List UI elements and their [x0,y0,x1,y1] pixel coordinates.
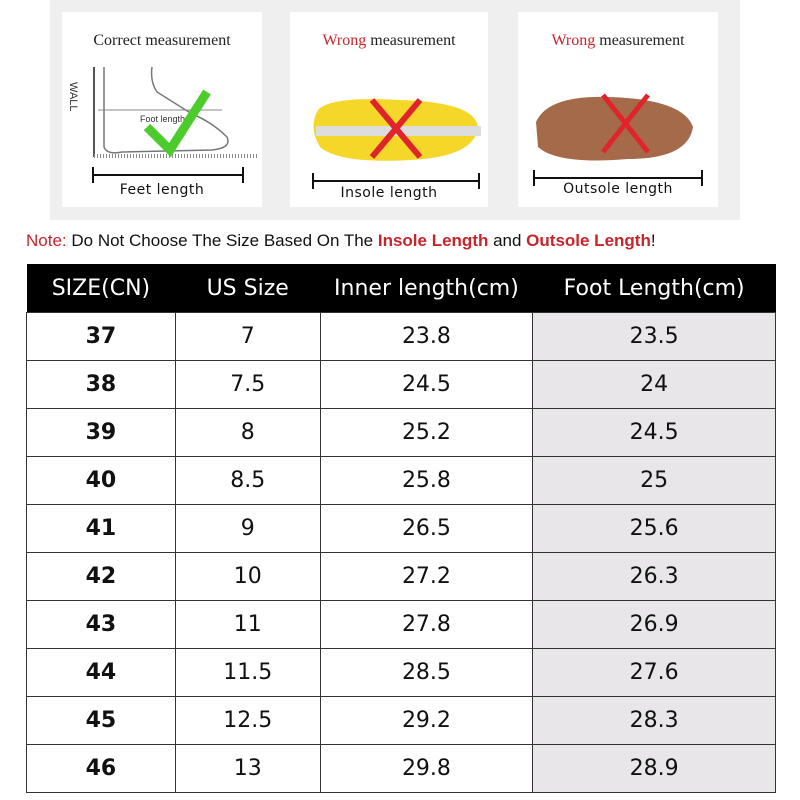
table-row: 40 8.5 25.8 25 [26,456,776,505]
table-cell: 12.5 [174,696,321,745]
table-row: 43 11 27.8 26.9 [26,600,776,649]
table-cell: 40 [26,456,176,505]
table-cell: 28.3 [532,696,776,745]
table-cell: 41 [26,504,176,553]
column-header: SIZE(CN) [26,264,176,313]
table-cell: 13 [174,744,321,793]
wall-label: WALL [67,82,79,112]
table-cell: 8.5 [174,456,321,505]
table-header: SIZE(CN) US Size Inner length(cm) Foot Leng… [26,264,776,313]
table-row: 46 13 29.8 28.9 [26,744,776,793]
card-label: Feet length [119,182,205,198]
measurement-guide: Correct measurement Foot length WALL Fee… [50,0,740,220]
table-cell: 8 [174,408,321,457]
table-cell: 28.9 [532,744,776,793]
table-cell: 7 [174,312,321,361]
correct-measurement-card: Correct measurement Foot length WALL Fee… [62,12,262,207]
table-cell: 27.2 [319,552,534,601]
table-cell: 26.9 [532,600,776,649]
card-label: Outsole length [563,181,673,197]
outsole-illustration [536,93,693,161]
table-cell: 37 [26,312,176,361]
table-cell: 26.5 [319,504,534,553]
card-title: Wrong measurement [322,32,456,49]
table-cell: 27.8 [319,600,534,649]
table-row: 39 8 25.2 24.5 [26,408,776,457]
cross-icon [369,98,423,159]
size-note: Note: Do Not Choose The Size Based On Th… [26,231,656,250]
insole-illustration [313,98,481,161]
table-cell: 24.5 [319,360,534,409]
table-row: 41 9 26.5 25.6 [26,504,776,553]
table-row: 45 12.5 29.2 28.3 [26,696,776,745]
table-cell: 39 [26,408,176,457]
card-title: Correct measurement [93,32,231,49]
table-row: 44 11.5 28.5 27.6 [26,648,776,697]
table-cell: 28.5 [319,648,534,697]
table-cell: 44 [26,648,176,697]
table-cell: 25.8 [319,456,534,505]
foot-length-label: Foot length [140,114,185,124]
table-cell: 24.5 [532,408,776,457]
card-label: Insole length [340,185,438,201]
table-cell: 27.6 [532,648,776,697]
table-cell: 46 [26,744,176,793]
table-cell: 45 [26,696,176,745]
column-header: Foot Length(cm) [532,264,776,313]
table-cell: 11.5 [174,648,321,697]
table-row: 37 7 23.8 23.5 [26,312,776,361]
cross-icon [601,93,650,154]
table-cell: 9 [174,504,321,553]
table-cell: 43 [26,600,176,649]
table-cell: 29.8 [319,744,534,793]
table-cell: 25 [532,456,776,505]
table-cell: 25.2 [319,408,534,457]
column-header: US Size [175,264,321,313]
table-cell: 10 [174,552,321,601]
card-title: Wrong measurement [551,32,685,49]
table-cell: 29.2 [319,696,534,745]
size-chart-table: SIZE(CN) US Size Inner length(cm) Foot Leng… [26,264,776,793]
table-cell: 24 [532,360,776,409]
foot-illustration: Foot length WALL [67,66,258,158]
table-cell: 11 [174,600,321,649]
table-cell: 42 [26,552,176,601]
check-icon [143,89,211,158]
table-row: 42 10 27.2 26.3 [26,552,776,601]
table-cell: 7.5 [174,360,321,409]
table-cell: 26.3 [532,552,776,601]
table-cell: 38 [26,360,176,409]
wrong-outsole-card: Wrong measurement Outsole length [518,12,718,207]
table-cell: 23.5 [532,312,776,361]
table-cell: 23.8 [319,312,534,361]
column-header: Inner length(cm) [320,264,533,313]
wrong-insole-card: Wrong measurement Insole length [290,12,488,207]
table-cell: 25.6 [532,504,776,553]
table-row: 38 7.5 24.5 24 [26,360,776,409]
